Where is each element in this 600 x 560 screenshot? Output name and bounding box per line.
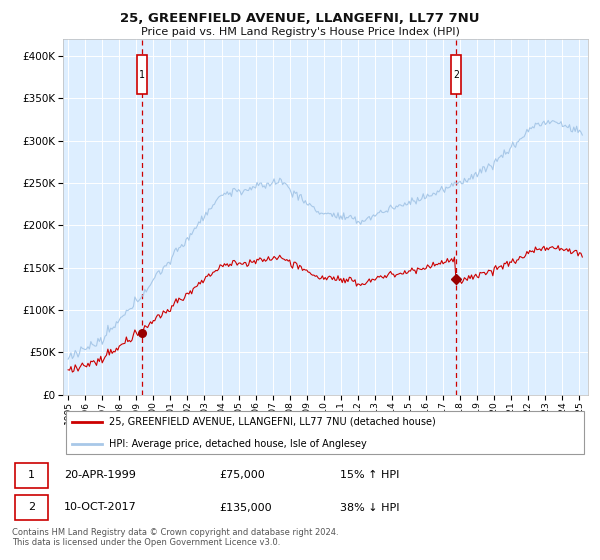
Text: Price paid vs. HM Land Registry's House Price Index (HPI): Price paid vs. HM Land Registry's House … <box>140 27 460 37</box>
Text: £135,000: £135,000 <box>220 502 272 512</box>
Text: 2: 2 <box>453 70 459 80</box>
Text: 1: 1 <box>28 470 35 480</box>
Text: 25, GREENFIELD AVENUE, LLANGEFNI, LL77 7NU (detached house): 25, GREENFIELD AVENUE, LLANGEFNI, LL77 7… <box>109 417 436 427</box>
Text: HPI: Average price, detached house, Isle of Anglesey: HPI: Average price, detached house, Isle… <box>109 438 367 449</box>
Text: 15% ↑ HPI: 15% ↑ HPI <box>340 470 400 480</box>
Text: 20-APR-1999: 20-APR-1999 <box>64 470 136 480</box>
Text: Contains HM Land Registry data © Crown copyright and database right 2024.
This d: Contains HM Land Registry data © Crown c… <box>12 528 338 547</box>
FancyBboxPatch shape <box>15 495 48 520</box>
Text: 1: 1 <box>139 70 145 80</box>
FancyBboxPatch shape <box>137 55 147 94</box>
FancyBboxPatch shape <box>451 55 461 94</box>
Text: 25, GREENFIELD AVENUE, LLANGEFNI, LL77 7NU: 25, GREENFIELD AVENUE, LLANGEFNI, LL77 7… <box>120 12 480 25</box>
FancyBboxPatch shape <box>15 463 48 488</box>
Text: 38% ↓ HPI: 38% ↓ HPI <box>340 502 400 512</box>
Text: 2: 2 <box>28 502 35 512</box>
Text: £75,000: £75,000 <box>220 470 265 480</box>
Text: 10-OCT-2017: 10-OCT-2017 <box>64 502 137 512</box>
